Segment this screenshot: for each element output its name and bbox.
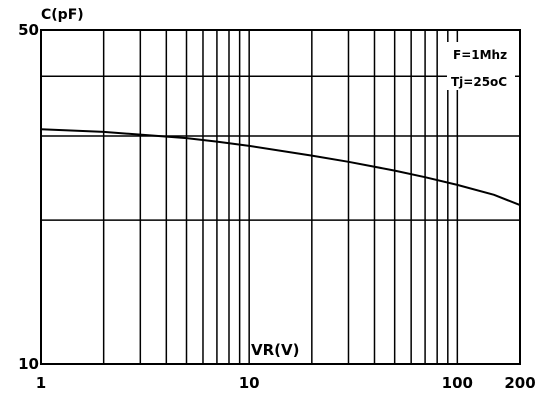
y-axis-label: C(pF)	[41, 7, 84, 23]
x-tick-label: 1	[36, 374, 46, 392]
x-tick-label: 10	[239, 374, 260, 392]
x-axis-label: VR(V)	[251, 341, 299, 359]
y-tick-label: 10	[18, 355, 39, 373]
condition-legend-box	[447, 42, 515, 90]
y-tick-label: 50	[18, 21, 39, 39]
capacitance-curve	[40, 128, 521, 207]
x-tick-label: 200	[504, 374, 535, 392]
grid-lines	[41, 30, 520, 364]
frequency-condition: F=1Mhz	[453, 48, 507, 62]
plot-frame	[40, 29, 521, 365]
condition-legend: F=1Mhz Tj=25oC	[447, 42, 515, 90]
temperature-condition: Tj=25oC	[451, 75, 507, 89]
x-tick-label: 100	[442, 374, 473, 392]
